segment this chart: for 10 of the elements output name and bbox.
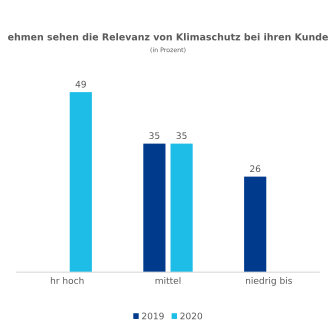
legend-label: 2020 xyxy=(180,312,202,320)
data-label: 26 xyxy=(250,165,260,172)
data-label: 35 xyxy=(149,132,160,140)
x-tick-label: hr hoch xyxy=(50,277,84,284)
x-tick-label: niedrig bis xyxy=(246,277,292,286)
data-label: 35 xyxy=(176,132,187,140)
chart-title: ehmen sehen die Relevanz von Klimaschutz bei ihren Kunde xyxy=(8,33,328,40)
legend-label: 2019 xyxy=(142,312,164,320)
data-label: 49 xyxy=(76,80,86,88)
x-tick-label: mittel xyxy=(156,277,180,284)
